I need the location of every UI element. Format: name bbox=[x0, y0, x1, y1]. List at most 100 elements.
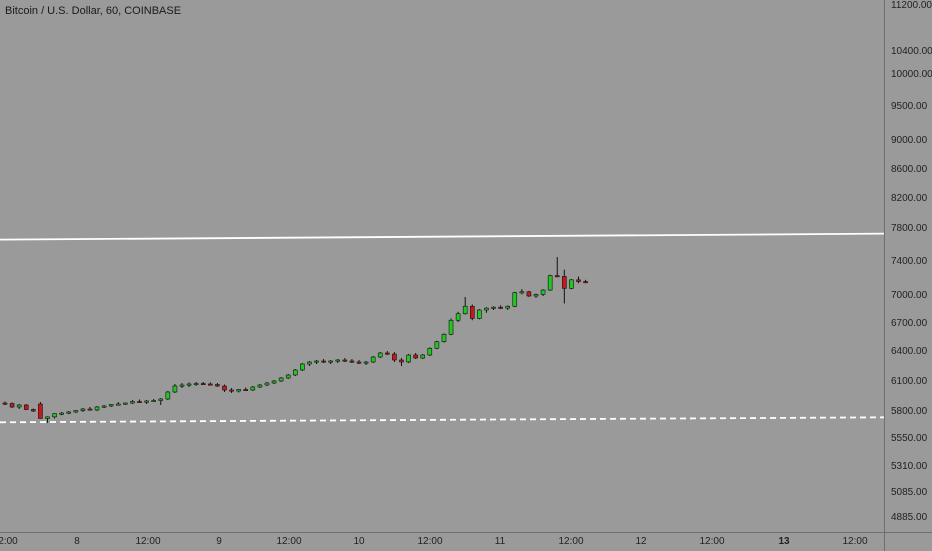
candle-body-down bbox=[385, 352, 390, 355]
candle bbox=[300, 363, 305, 371]
candle bbox=[385, 351, 390, 355]
candle-body-up bbox=[257, 384, 263, 388]
candle-body-down bbox=[399, 359, 404, 363]
candle-body-up bbox=[151, 400, 156, 403]
candle bbox=[59, 412, 64, 416]
chart-area[interactable]: Bitcoin / U.S. Dollar, 60, COINBASE bbox=[0, 0, 884, 532]
candle bbox=[484, 307, 489, 313]
candle bbox=[278, 377, 284, 382]
candle-body-down bbox=[137, 401, 142, 404]
candle bbox=[257, 384, 263, 388]
candle bbox=[2, 401, 8, 405]
candle bbox=[186, 382, 192, 387]
candle bbox=[314, 360, 319, 364]
resistance-line[interactable] bbox=[0, 232, 884, 241]
candle-body-up bbox=[505, 305, 510, 309]
price-tick-label: 9500.00 bbox=[891, 101, 928, 112]
candle bbox=[477, 309, 482, 320]
candle-body-up bbox=[420, 354, 426, 359]
price-tick-label: 5550.00 bbox=[891, 433, 928, 444]
candle bbox=[87, 407, 93, 411]
candle-body-down bbox=[349, 360, 355, 363]
price-tick-label: 8200.00 bbox=[891, 193, 928, 204]
candle bbox=[533, 293, 539, 298]
candle-body-down bbox=[392, 353, 397, 361]
candle-body-up bbox=[427, 347, 433, 356]
candle bbox=[576, 276, 581, 284]
candle bbox=[434, 340, 440, 350]
candle-body-up bbox=[94, 406, 100, 411]
candle-body-up bbox=[406, 354, 411, 363]
price-tick-label: 10400.00 bbox=[891, 46, 932, 57]
candle bbox=[165, 391, 171, 400]
price-tick-label: 5085.00 bbox=[891, 487, 928, 498]
candle bbox=[193, 382, 199, 386]
candle bbox=[94, 406, 100, 411]
candle-body-down bbox=[583, 281, 588, 284]
candle-body-up bbox=[328, 360, 333, 363]
candle-body-down bbox=[38, 403, 43, 419]
candle-body-down bbox=[356, 361, 362, 364]
candle-body-up bbox=[236, 389, 241, 392]
candle bbox=[427, 347, 433, 356]
candle bbox=[200, 382, 206, 386]
candle-body-down bbox=[342, 359, 348, 362]
candle-body-up bbox=[165, 391, 171, 400]
candle-body-down bbox=[498, 306, 503, 309]
candle-body-down bbox=[31, 409, 36, 412]
price-tick-label: 7000.00 bbox=[891, 290, 928, 301]
candle bbox=[130, 400, 135, 404]
price-tick-label: 6400.00 bbox=[891, 346, 928, 357]
candle bbox=[16, 404, 22, 409]
price-axis[interactable]: 11200.00 10400.00 10000.00 9500.00 9000.00 86… bbox=[884, 0, 932, 532]
candle-body-up bbox=[377, 352, 383, 358]
candle-body-up bbox=[66, 411, 72, 414]
candle-body-down bbox=[554, 275, 560, 278]
candle bbox=[222, 384, 227, 392]
candle-body-down bbox=[222, 385, 227, 391]
price-tick-label: 7800.00 bbox=[891, 223, 928, 234]
candle-body-down bbox=[208, 383, 213, 386]
candle bbox=[80, 408, 86, 412]
candle-body-up bbox=[264, 382, 270, 386]
candle bbox=[328, 360, 333, 364]
candle-body-up bbox=[477, 309, 482, 319]
candle bbox=[115, 402, 121, 406]
symbol-title[interactable]: Bitcoin / U.S. Dollar, 60, COINBASE bbox=[5, 5, 182, 17]
time-tick-label: 9 bbox=[216, 536, 222, 547]
price-tick-label: 6100.00 bbox=[891, 376, 928, 387]
candle-body-up bbox=[16, 404, 22, 408]
time-axis[interactable]: 2:00 8 12:00 9 12:00 10 12:00 11 12:00 12 12:00 13 1… bbox=[0, 532, 932, 551]
time-tick-label: 13 bbox=[778, 536, 790, 547]
candle bbox=[583, 279, 588, 284]
candle bbox=[23, 404, 29, 410]
candle bbox=[73, 410, 79, 414]
candle-body-up bbox=[441, 333, 447, 343]
candle bbox=[526, 290, 532, 297]
axis-corner bbox=[884, 532, 932, 551]
candle bbox=[569, 279, 574, 290]
candle-body-up bbox=[250, 386, 256, 391]
time-tick-label: 12:00 bbox=[135, 536, 161, 547]
candle-body-up bbox=[45, 416, 50, 419]
candle bbox=[321, 359, 326, 363]
time-tick-label: 8 bbox=[74, 536, 80, 547]
candle-body-up bbox=[59, 412, 64, 415]
candle bbox=[377, 352, 383, 358]
candlestick-plot[interactable] bbox=[0, 0, 884, 532]
candle-body-up bbox=[533, 293, 539, 297]
candle bbox=[285, 374, 291, 379]
candle-body-up bbox=[547, 275, 553, 291]
candle-body-up bbox=[115, 403, 121, 406]
candle-body-down bbox=[87, 408, 93, 411]
candle bbox=[392, 352, 397, 362]
candle bbox=[208, 382, 213, 386]
candle-body-up bbox=[130, 401, 135, 404]
candle-body-down bbox=[9, 403, 15, 408]
candle bbox=[342, 358, 348, 362]
candle bbox=[420, 354, 426, 359]
candle bbox=[349, 359, 355, 363]
candle-body-down bbox=[576, 279, 581, 282]
support-line[interactable] bbox=[0, 416, 884, 424]
candle bbox=[172, 384, 178, 393]
